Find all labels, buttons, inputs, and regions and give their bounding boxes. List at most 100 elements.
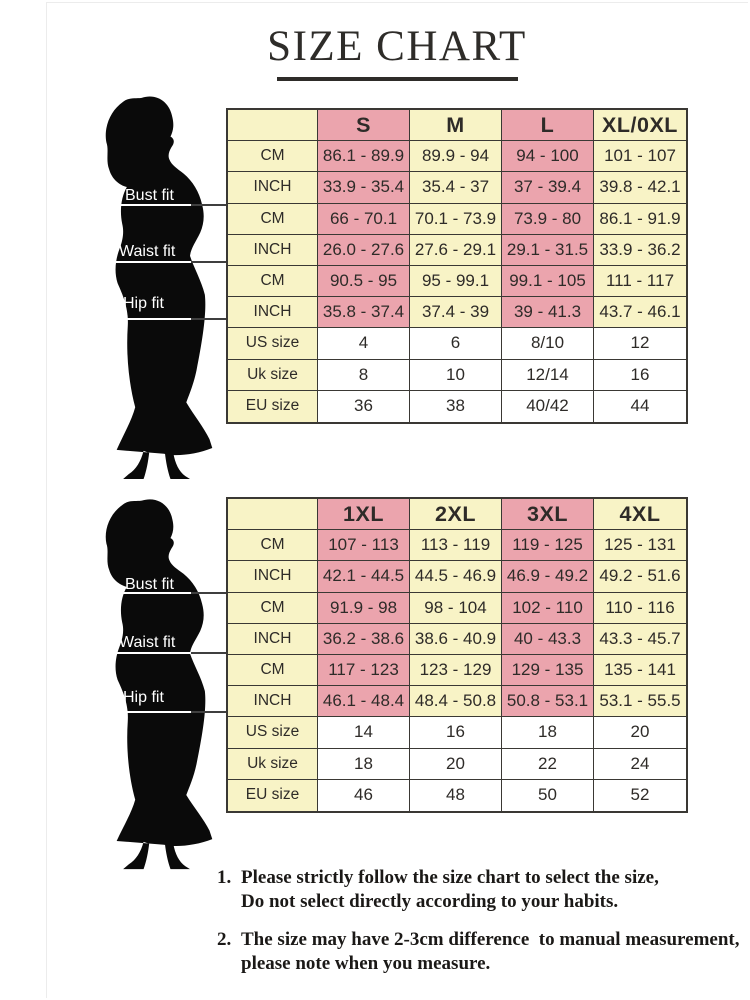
- value-cell: 18: [502, 717, 594, 749]
- value-cell: 53.1 - 55.5: [594, 686, 686, 718]
- value-cell: 101 - 107: [594, 141, 686, 173]
- page-frame-horizontal-line: [46, 2, 748, 3]
- note-number: 2.: [217, 929, 232, 950]
- value-cell: 20: [594, 717, 686, 749]
- value-cell: 36: [318, 390, 410, 422]
- size-header: 4XL: [594, 499, 686, 531]
- row-label: CM: [228, 141, 318, 173]
- value-cell: 20: [410, 748, 502, 780]
- row-label: CM: [228, 203, 318, 235]
- fit-label-bust-2: Bust fit: [125, 576, 174, 593]
- size-table-regular: S M L XL/0XL CM 86.1 - 89.9 89.9 - 94 94 - 100 1…: [226, 108, 688, 424]
- fit-label-hip-1: Hip fit: [123, 295, 164, 312]
- value-cell: 33.9 - 35.4: [318, 172, 410, 204]
- size-header: M: [410, 110, 502, 142]
- fit-label-bust-1: Bust fit: [125, 187, 174, 204]
- value-cell: 10: [410, 359, 502, 391]
- value-cell: 35.8 - 37.4: [318, 297, 410, 329]
- size-header: L: [502, 110, 594, 142]
- value-cell: 86.1 - 91.9: [594, 203, 686, 235]
- row-label: CM: [228, 592, 318, 624]
- fit-label-hip-2: Hip fit: [123, 689, 164, 706]
- row-label: INCH: [228, 686, 318, 718]
- value-cell: 36.2 - 38.6: [318, 623, 410, 655]
- row-label: Uk size: [228, 748, 318, 780]
- value-cell: 117 - 123: [318, 654, 410, 687]
- woman-silhouette-2: [86, 495, 216, 870]
- notes: 1. Please strictly follow the size chart …: [217, 866, 742, 990]
- value-cell: 43.7 - 46.1: [594, 297, 686, 329]
- value-cell: 4: [318, 328, 410, 360]
- value-cell: 29.1 - 31.5: [502, 234, 594, 266]
- fit-line-waist-2: [112, 652, 228, 654]
- row-label: CM: [228, 265, 318, 298]
- value-cell: 18: [318, 748, 410, 780]
- value-cell: 95 - 99.1: [410, 265, 502, 298]
- row-label: EU size: [228, 779, 318, 811]
- row-label: INCH: [228, 297, 318, 329]
- note-number: 1.: [217, 867, 232, 888]
- value-cell: 43.3 - 45.7: [594, 623, 686, 655]
- size-header: XL/0XL: [594, 110, 686, 142]
- value-cell: 39.8 - 42.1: [594, 172, 686, 204]
- value-cell: 46.1 - 48.4: [318, 686, 410, 718]
- value-cell: 135 - 141: [594, 654, 686, 687]
- woman-silhouette-1: [86, 92, 216, 480]
- value-cell: 37.4 - 39: [410, 297, 502, 329]
- value-cell: 50.8 - 53.1: [502, 686, 594, 718]
- value-cell: 46: [318, 779, 410, 811]
- value-cell: 16: [410, 717, 502, 749]
- fit-line-bust-1: [112, 204, 228, 206]
- value-cell: 129 - 135: [502, 654, 594, 687]
- value-cell: 35.4 - 37: [410, 172, 502, 204]
- size-header: 2XL: [410, 499, 502, 531]
- value-cell: 46.9 - 49.2: [502, 561, 594, 593]
- value-cell: 113 - 119: [410, 530, 502, 562]
- size-table-plus: 1XL 2XL 3XL 4XL CM 107 - 113 113 - 119 119 - 12…: [226, 497, 688, 813]
- row-label: INCH: [228, 234, 318, 266]
- row-label: INCH: [228, 561, 318, 593]
- value-cell: 37 - 39.4: [502, 172, 594, 204]
- value-cell: 12/14: [502, 359, 594, 391]
- fit-line-waist-1: [112, 261, 228, 263]
- page-frame-vertical-line: [46, 2, 47, 998]
- value-cell: 22: [502, 748, 594, 780]
- value-cell: 38.6 - 40.9: [410, 623, 502, 655]
- value-cell: 12: [594, 328, 686, 360]
- value-cell: 119 - 125: [502, 530, 594, 562]
- value-cell: 40/42: [502, 390, 594, 422]
- row-label: CM: [228, 530, 318, 562]
- row-label: INCH: [228, 172, 318, 204]
- fit-label-waist-2: Waist fit: [119, 634, 176, 651]
- note-text: Please strictly follow the size chart to…: [241, 867, 659, 912]
- note-2: 2. The size may have 2-3cm difference to …: [217, 928, 742, 976]
- note-text: The size may have 2-3cm difference to ma…: [241, 929, 740, 974]
- value-cell: 99.1 - 105: [502, 265, 594, 298]
- value-cell: 94 - 100: [502, 141, 594, 173]
- value-cell: 44.5 - 46.9: [410, 561, 502, 593]
- value-cell: 102 - 110: [502, 592, 594, 624]
- corner-cell: [228, 499, 318, 531]
- value-cell: 50: [502, 779, 594, 811]
- value-cell: 44: [594, 390, 686, 422]
- fit-line-bust-2: [112, 592, 228, 594]
- value-cell: 8/10: [502, 328, 594, 360]
- value-cell: 125 - 131: [594, 530, 686, 562]
- value-cell: 70.1 - 73.9: [410, 203, 502, 235]
- value-cell: 6: [410, 328, 502, 360]
- row-label: US size: [228, 328, 318, 360]
- value-cell: 38: [410, 390, 502, 422]
- value-cell: 73.9 - 80: [502, 203, 594, 235]
- value-cell: 90.5 - 95: [318, 265, 410, 298]
- row-label: CM: [228, 654, 318, 687]
- value-cell: 89.9 - 94: [410, 141, 502, 173]
- value-cell: 49.2 - 51.6: [594, 561, 686, 593]
- value-cell: 66 - 70.1: [318, 203, 410, 235]
- title-underline: [277, 77, 518, 81]
- row-label: Uk size: [228, 359, 318, 391]
- value-cell: 42.1 - 44.5: [318, 561, 410, 593]
- size-header: S: [318, 110, 410, 142]
- value-cell: 48.4 - 50.8: [410, 686, 502, 718]
- value-cell: 39 - 41.3: [502, 297, 594, 329]
